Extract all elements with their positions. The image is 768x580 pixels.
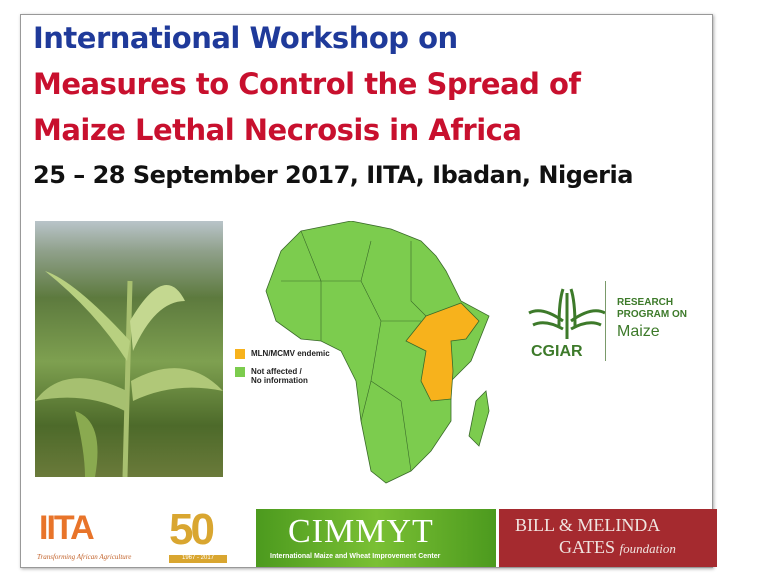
cgiar-name: CGIAR: [531, 343, 583, 360]
map-legend: MLN/MCMV endemic Not affected / No inform…: [235, 349, 330, 393]
iita-logo: IITA Transforming African Agriculture: [37, 509, 132, 561]
maize-plant-image: [35, 271, 223, 477]
iita-50-years-logo: 50 1967 - 2017: [167, 505, 229, 565]
endemic-swatch: [235, 349, 245, 359]
map-endemic-region: [405, 302, 480, 402]
legend-label: Not affected / No information: [251, 367, 308, 385]
not-affected-swatch: [235, 367, 245, 377]
country-borders: [281, 230, 427, 472]
title-line-3: Maize Lethal Necrosis in Africa: [33, 113, 522, 147]
maize-field-photo: [35, 221, 223, 477]
slide: International Workshop on Measures to Co…: [20, 14, 717, 568]
divider: [605, 281, 606, 361]
map-not-affected-region: [265, 221, 490, 484]
subtitle: 25 – 28 September 2017, IITA, Ibadan, Ni…: [33, 161, 633, 189]
maize-label: Maize: [617, 323, 660, 340]
title-line-2: Measures to Control the Spread of: [33, 67, 581, 101]
legend-label: MLN/MCMV endemic: [251, 349, 330, 358]
wheat-leaf-icon: [528, 288, 606, 339]
title-line-1: International Workshop on: [33, 21, 458, 55]
cimmyt-logo: CIMMYT International Maize and Wheat Imp…: [256, 509, 496, 567]
research-program-label: RESEARCH PROGRAM ON: [617, 297, 687, 320]
madagascar: [468, 390, 490, 447]
legend-item-endemic: MLN/MCMV endemic: [235, 349, 330, 359]
africa-map: [265, 221, 490, 484]
cgiar-logo: CGIAR RESEARCH PROGRAM ON Maize: [523, 281, 713, 371]
gates-foundation-logo: BILL & MELINDA GATES foundation: [499, 509, 717, 567]
legend-item-not-affected: Not affected / No information: [235, 367, 330, 385]
